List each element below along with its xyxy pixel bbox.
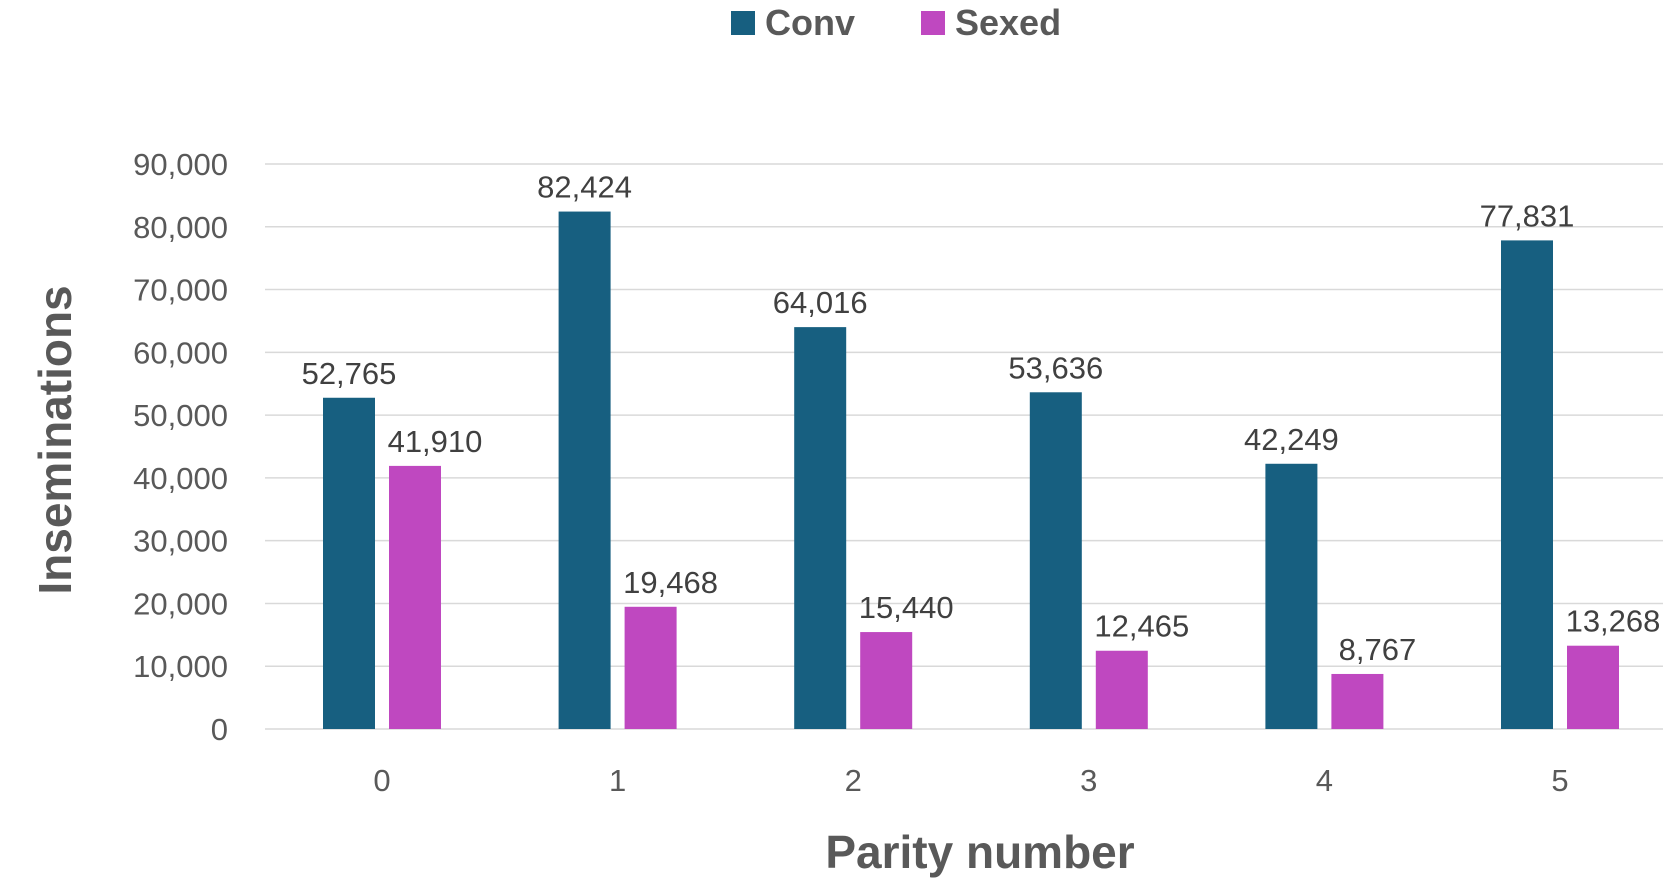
data-label-sexed-5: 13,268 xyxy=(1566,604,1661,639)
bar-sexed-1 xyxy=(624,606,677,729)
data-label-sexed-1: 19,468 xyxy=(623,565,718,600)
bar-conv-2 xyxy=(794,327,847,729)
x-tick-label: 0 xyxy=(373,763,390,798)
bar-sexed-3 xyxy=(1095,650,1148,729)
data-label-conv-1: 82,424 xyxy=(537,170,632,205)
data-label-sexed-2: 15,440 xyxy=(859,590,954,625)
x-tick-label: 3 xyxy=(1080,763,1097,798)
bar-conv-5 xyxy=(1501,240,1553,729)
y-tick-label: 20,000 xyxy=(133,586,228,621)
legend-swatch-sexed xyxy=(921,11,945,35)
y-tick-label: 70,000 xyxy=(133,273,228,308)
legend-label-conv: Conv xyxy=(765,2,855,43)
legend: Conv Sexed xyxy=(0,0,1663,50)
x-tick-label: 4 xyxy=(1316,763,1333,798)
data-label-sexed-0: 41,910 xyxy=(388,424,483,459)
data-label-conv-2: 64,016 xyxy=(773,285,868,320)
y-tick-label: 50,000 xyxy=(133,398,228,433)
bar-sexed-5 xyxy=(1567,645,1619,729)
bar-conv-4 xyxy=(1265,463,1318,729)
y-axis-title: Inseminations xyxy=(29,285,81,595)
x-tick-label: 1 xyxy=(609,763,626,798)
data-label-conv-3: 53,636 xyxy=(1008,350,1103,385)
bar-sexed-4 xyxy=(1331,673,1384,729)
data-label-conv-0: 52,765 xyxy=(302,356,397,391)
legend-swatch-conv xyxy=(731,11,755,35)
y-tick-label: 60,000 xyxy=(133,335,228,370)
y-tick-label: 10,000 xyxy=(133,649,228,684)
bar-sexed-0 xyxy=(389,465,441,729)
y-tick-label: 40,000 xyxy=(133,461,228,496)
legend-label-sexed: Sexed xyxy=(955,2,1062,43)
data-label-sexed-3: 12,465 xyxy=(1094,609,1189,644)
y-tick-label: 30,000 xyxy=(133,524,228,559)
x-axis-title: Parity number xyxy=(825,826,1135,878)
bar-conv-3 xyxy=(1029,392,1082,729)
data-label-conv-5: 77,831 xyxy=(1480,198,1575,233)
legend-item-conv: Conv xyxy=(731,2,855,44)
y-tick-label: 80,000 xyxy=(133,210,228,245)
bar-conv-0 xyxy=(323,397,375,729)
data-label-sexed-4: 8,767 xyxy=(1339,632,1417,667)
y-tick-label: 0 xyxy=(211,712,228,747)
x-tick-label: 5 xyxy=(1551,763,1568,798)
bar-conv-1 xyxy=(558,211,611,730)
bar-sexed-2 xyxy=(860,632,913,729)
y-tick-label: 90,000 xyxy=(133,147,228,182)
x-tick-label: 2 xyxy=(845,763,862,798)
legend-item-sexed: Sexed xyxy=(921,2,1061,44)
data-label-conv-4: 42,249 xyxy=(1244,422,1339,457)
